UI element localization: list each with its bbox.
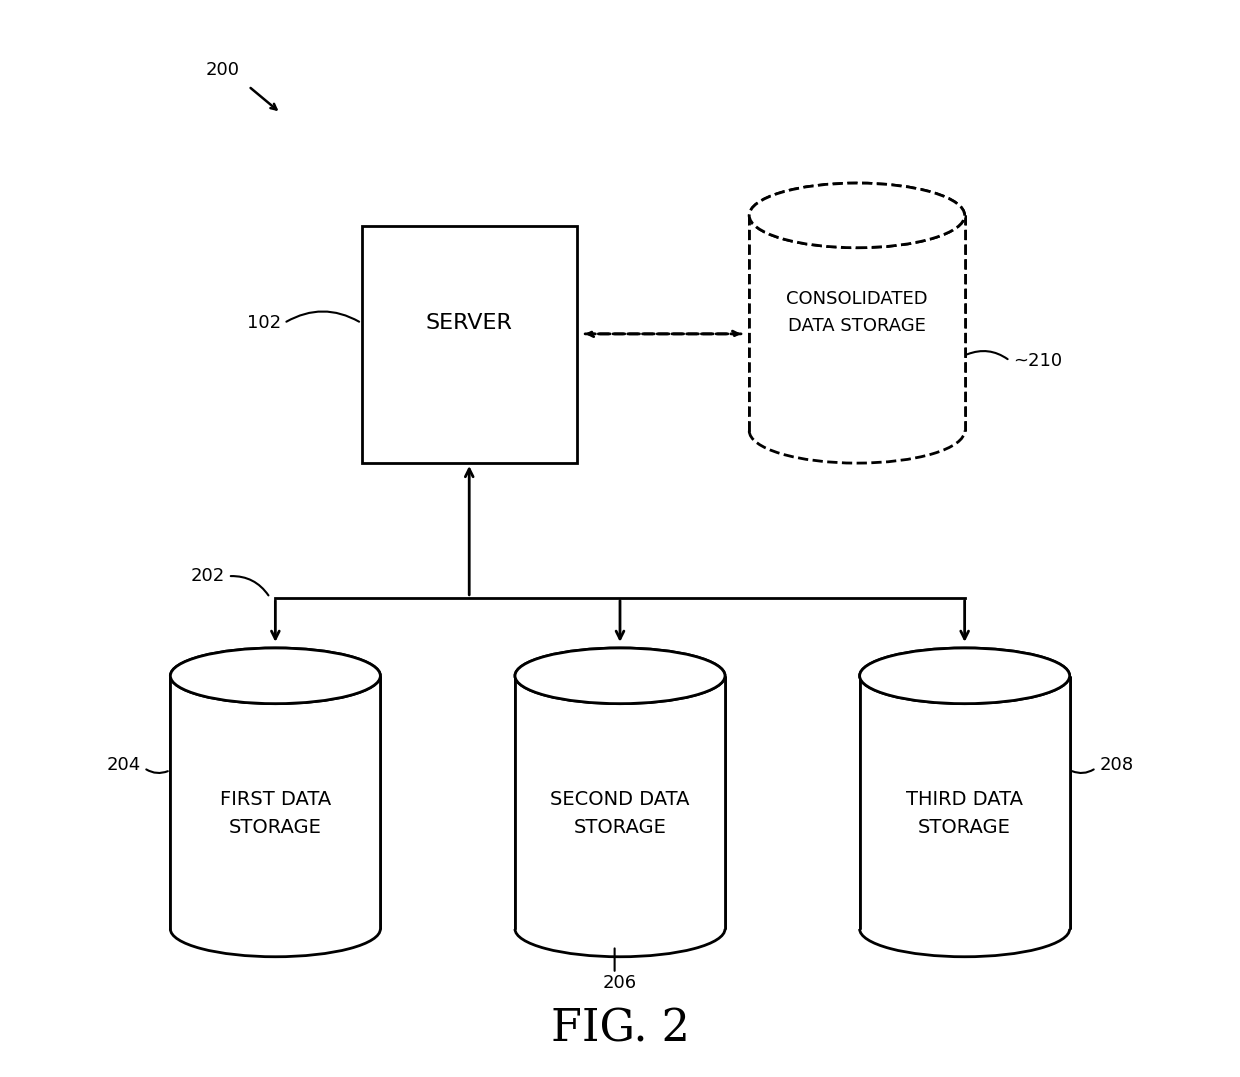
Text: CONSOLIDATED
DATA STORAGE: CONSOLIDATED DATA STORAGE	[786, 290, 928, 335]
Text: FIRST DATA
STORAGE: FIRST DATA STORAGE	[219, 789, 331, 837]
Ellipse shape	[749, 183, 965, 248]
Text: 204: 204	[107, 756, 140, 773]
Text: 208: 208	[1100, 756, 1133, 773]
Bar	[859, 676, 1070, 928]
Text: SERVER: SERVER	[425, 313, 512, 333]
Ellipse shape	[170, 648, 381, 703]
Ellipse shape	[515, 648, 725, 703]
Ellipse shape	[859, 648, 1070, 703]
Ellipse shape	[170, 648, 381, 703]
Text: 200: 200	[206, 61, 239, 79]
Bar	[749, 215, 965, 431]
Text: 102: 102	[247, 314, 280, 332]
Text: THIRD DATA
STORAGE: THIRD DATA STORAGE	[906, 789, 1023, 837]
Text: 206: 206	[603, 975, 637, 992]
Text: SECOND DATA
STORAGE: SECOND DATA STORAGE	[551, 789, 689, 837]
Bar	[362, 226, 577, 463]
Ellipse shape	[859, 648, 1070, 703]
Ellipse shape	[515, 648, 725, 703]
Ellipse shape	[749, 183, 965, 248]
Text: 202: 202	[191, 568, 224, 585]
Bar	[515, 676, 725, 928]
Text: ~210: ~210	[1013, 352, 1063, 369]
Bar	[170, 676, 381, 928]
Text: FIG. 2: FIG. 2	[551, 1007, 689, 1050]
